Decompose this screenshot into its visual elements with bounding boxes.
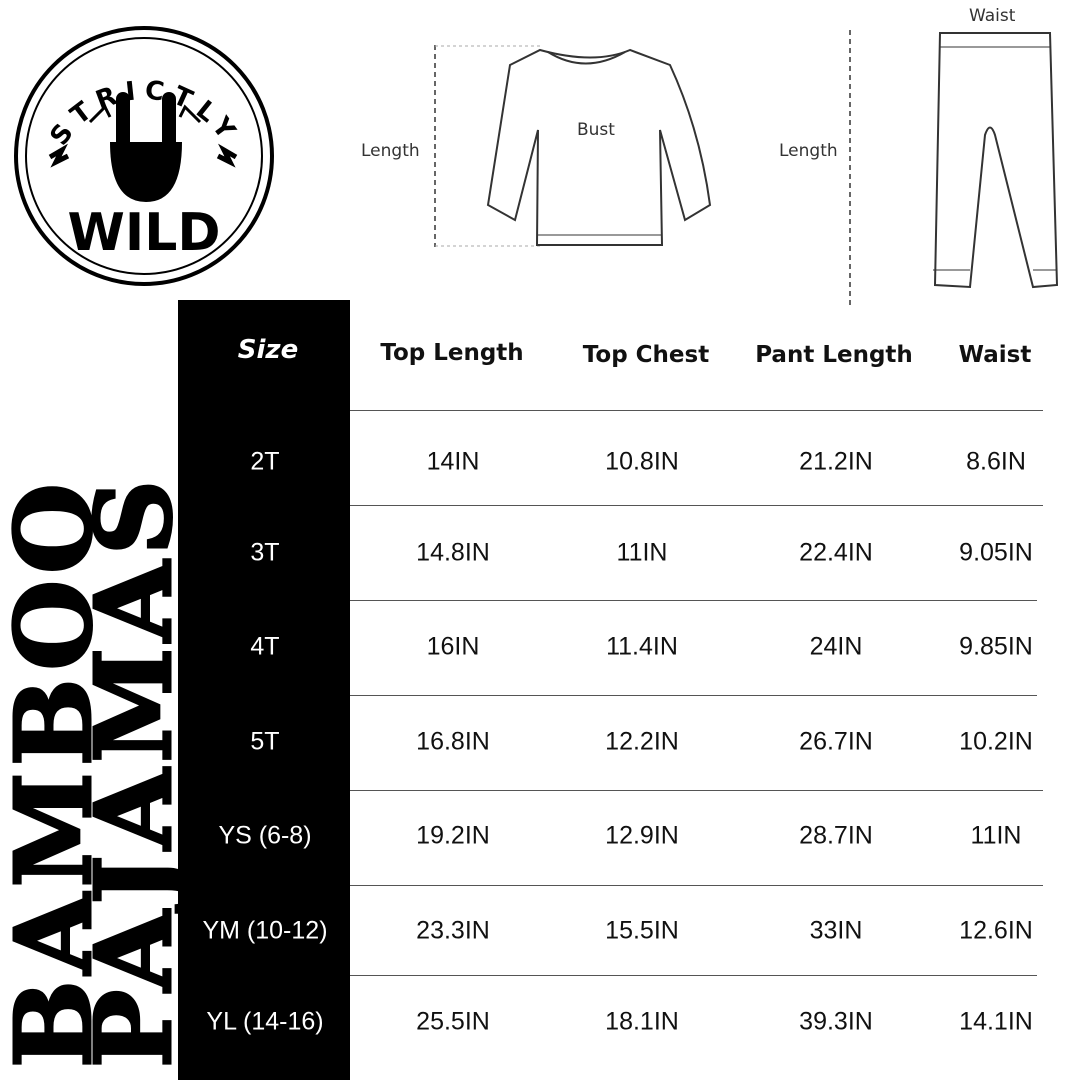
cell-top-chest: 12.2IN	[605, 727, 679, 756]
cell-size: 3T	[250, 538, 280, 567]
cell-top-chest: 11.4IN	[606, 632, 678, 661]
cell-top-length: 25.5IN	[416, 1007, 490, 1036]
top-bust-label: Bust	[577, 120, 615, 140]
cell-top-length: 14.8IN	[416, 538, 490, 567]
row-divider	[350, 410, 1043, 411]
cell-size: YM (10-12)	[202, 916, 328, 945]
bolt-icon	[48, 143, 70, 168]
rock-hand-icon	[88, 92, 202, 202]
cell-pant-length: 26.7IN	[799, 727, 873, 756]
cell-waist: 8.6IN	[966, 447, 1026, 476]
cell-top-length: 16IN	[426, 632, 480, 661]
row-divider	[350, 885, 1043, 886]
cell-top-chest: 18.1IN	[605, 1007, 679, 1036]
pants-diagram	[849, 30, 1059, 305]
cell-pant-length: 33IN	[809, 916, 863, 945]
header-top-length: Top Length	[380, 340, 524, 366]
row-divider	[350, 505, 1043, 506]
row-divider	[350, 975, 1037, 976]
row-divider	[350, 695, 1037, 696]
cell-waist: 11IN	[970, 821, 1022, 850]
cell-top-chest: 11IN	[616, 538, 668, 567]
cell-waist: 10.2IN	[959, 727, 1033, 756]
pants-waist-label: Waist	[969, 6, 1016, 26]
size-column-background	[178, 300, 350, 1080]
bolt-icon	[216, 143, 238, 168]
logo-bottom-text: WILD	[67, 203, 220, 263]
cell-pant-length: 22.4IN	[799, 538, 873, 567]
cell-waist: 14.1IN	[959, 1007, 1033, 1036]
cell-size: 5T	[250, 727, 280, 756]
cell-top-length: 16.8IN	[416, 727, 490, 756]
cell-pant-length: 21.2IN	[799, 447, 873, 476]
header-waist: Waist	[958, 342, 1032, 368]
header-size: Size	[237, 335, 299, 365]
cell-top-length: 23.3IN	[416, 916, 490, 945]
strictly-wild-logo: STRICTLY WILD	[14, 26, 274, 286]
cell-size: 4T	[250, 632, 280, 661]
header-pant-length: Pant Length	[755, 342, 913, 368]
header-top-chest: Top Chest	[582, 342, 710, 368]
cell-pant-length: 39.3IN	[799, 1007, 873, 1036]
cell-waist: 9.05IN	[959, 538, 1033, 567]
cell-size: 2T	[250, 447, 280, 476]
cell-pant-length: 28.7IN	[799, 821, 873, 850]
cell-top-chest: 15.5IN	[605, 916, 679, 945]
top-length-label: Length	[361, 141, 420, 161]
side-title-pajamas: PAJAMAS	[71, 472, 197, 1069]
row-divider	[350, 790, 1043, 791]
cell-top-length: 14IN	[426, 447, 480, 476]
pants-length-label: Length	[779, 141, 838, 161]
cell-top-chest: 10.8IN	[605, 447, 679, 476]
cell-pant-length: 24IN	[809, 632, 863, 661]
cell-size: YL (14-16)	[206, 1007, 324, 1036]
cell-top-chest: 12.9IN	[605, 821, 679, 850]
top-garment-diagram	[434, 45, 712, 247]
cell-top-length: 19.2IN	[416, 821, 490, 850]
cell-size: YS (6-8)	[218, 821, 312, 850]
row-divider	[350, 600, 1037, 601]
cell-waist: 9.85IN	[959, 632, 1033, 661]
cell-waist: 12.6IN	[959, 916, 1033, 945]
